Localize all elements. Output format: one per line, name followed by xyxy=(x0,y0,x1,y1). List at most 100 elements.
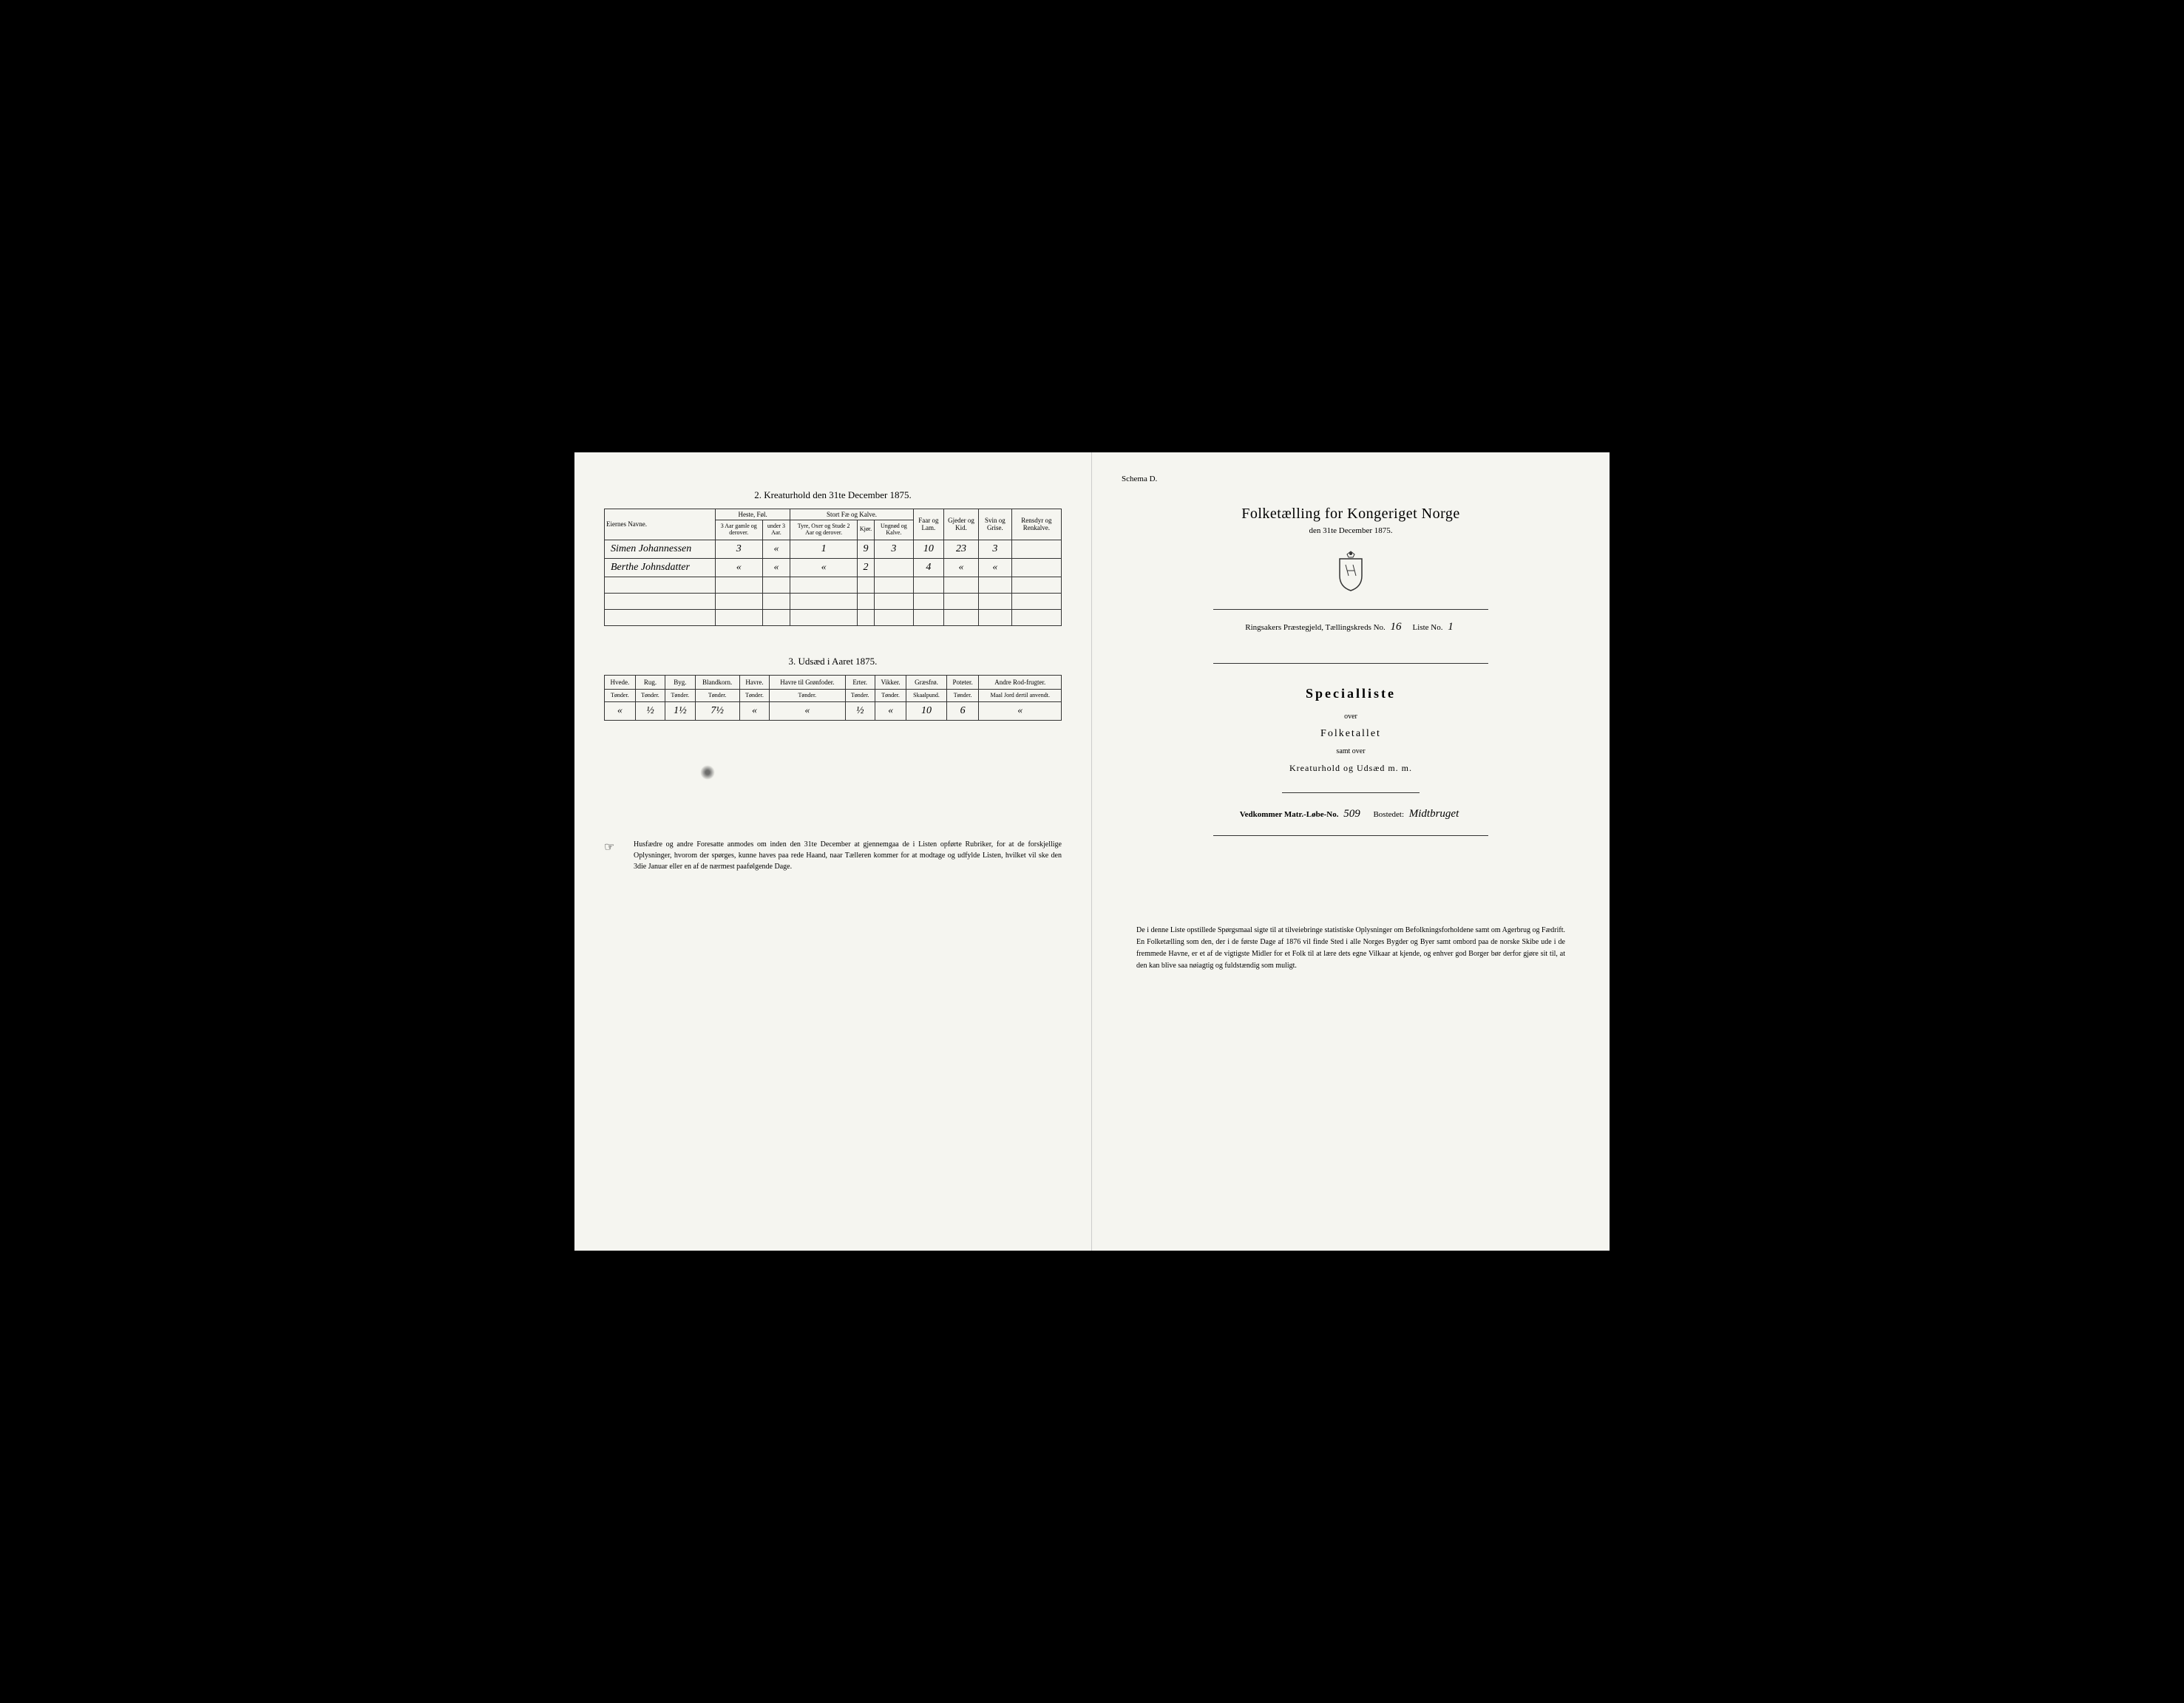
right-page: Schema D. Folketælling for Kongeriget No… xyxy=(1092,452,1610,1251)
sowing-unit: Maal Jord dertil anvendt. xyxy=(979,689,1062,702)
sowing-unit: Tønder. xyxy=(635,689,665,702)
sowing-value: « xyxy=(979,702,1062,721)
value-cell xyxy=(1011,558,1061,577)
sowing-value: ½ xyxy=(845,702,875,721)
left-footer-note: ☞ Husfædre og andre Foresatte anmodes om… xyxy=(604,839,1062,872)
value-cell: « xyxy=(762,540,790,558)
fingerprint-mark xyxy=(700,765,715,780)
storfe2-sub: Kjør. xyxy=(857,520,874,540)
sowing-header-row: Hvede. Rug. Byg. Blandkorn. Havre. Havre… xyxy=(605,675,1062,689)
sowing-unit: Skaalpund. xyxy=(906,689,947,702)
storfe3-sub: Ungnød og Kalve. xyxy=(875,520,914,540)
schema-label: Schema D. xyxy=(1122,475,1580,483)
samt-over: samt over xyxy=(1122,747,1580,755)
divider xyxy=(1213,609,1488,610)
left-page: 2. Kreaturhold den 31te December 1875. E… xyxy=(574,452,1092,1251)
subtitle: den 31te December 1875. xyxy=(1122,526,1580,535)
sowing-unit: Tønder. xyxy=(695,689,739,702)
empty-row xyxy=(605,609,1062,625)
over-text: over xyxy=(1122,713,1580,721)
table-row: Simen Johannessen 3 « 1 9 3 10 23 3 xyxy=(605,540,1062,558)
section2-title: 2. Kreaturhold den 31te December 1875. xyxy=(604,489,1062,501)
owner-cell: Simen Johannessen xyxy=(605,540,716,558)
sowing-table: Hvede. Rug. Byg. Blandkorn. Havre. Havre… xyxy=(604,675,1062,721)
special-title: Specialliste xyxy=(1122,686,1580,701)
sowing-unit: Tønder. xyxy=(605,689,636,702)
sowing-values-row: « ½ 1½ 7½ « « ½ « 10 6 « xyxy=(605,702,1062,721)
kreatur-line: Kreaturhold og Udsæd m. m. xyxy=(1122,763,1580,774)
sowing-header: Græsfrø. xyxy=(906,675,947,689)
district-no: 16 xyxy=(1388,621,1405,633)
sowing-value: 7½ xyxy=(695,702,739,721)
sowing-value: « xyxy=(875,702,906,721)
sowing-header: Hvede. xyxy=(605,675,636,689)
sowing-unit: Tønder. xyxy=(770,689,845,702)
value-cell: 3 xyxy=(979,540,1012,558)
right-footer-text: De i denne Liste opstillede Spørgsmaal s… xyxy=(1122,925,1580,972)
heste1-sub: 3 Aar gamle og derover. xyxy=(716,520,763,540)
sowing-header: Vikker. xyxy=(875,675,906,689)
sowing-units-row: Tønder. Tønder. Tønder. Tønder. Tønder. … xyxy=(605,689,1062,702)
value-cell: 9 xyxy=(857,540,874,558)
heste2-sub: under 3 Aar. xyxy=(762,520,790,540)
matr-line: Vedkommer Matr.-Løbe-No. 509 Bostedet: M… xyxy=(1122,808,1580,820)
sowing-value: 10 xyxy=(906,702,947,721)
sowing-header: Poteter. xyxy=(946,675,979,689)
gjeder-header: Gjeder og Kid. xyxy=(944,509,979,540)
divider xyxy=(1282,792,1420,793)
sowing-value: « xyxy=(739,702,769,721)
liste-prefix: Liste No. xyxy=(1413,623,1443,632)
table-row: Berthe Johnsdatter « « « 2 4 « « xyxy=(605,558,1062,577)
divider xyxy=(1213,835,1488,836)
value-cell: « xyxy=(716,558,763,577)
matr-no: 509 xyxy=(1340,808,1363,820)
sowing-header: Erter. xyxy=(845,675,875,689)
section3-title: 3. Udsæd i Aaret 1875. xyxy=(604,656,1062,667)
empty-row xyxy=(605,593,1062,609)
sowing-value: « xyxy=(770,702,845,721)
district-prefix: Ringsakers Præstegjeld, Tællingskreds No… xyxy=(1245,623,1386,632)
sowing-value: « xyxy=(605,702,636,721)
sowing-value: 6 xyxy=(946,702,979,721)
matr-label: Vedkommer Matr.-Løbe-No. xyxy=(1240,810,1339,819)
storfe1-sub: Tyre, Oxer og Stude 2 Aar og derover. xyxy=(790,520,858,540)
sowing-header: Byg. xyxy=(665,675,695,689)
value-cell: « xyxy=(944,558,979,577)
value-cell: « xyxy=(762,558,790,577)
empty-row xyxy=(605,577,1062,593)
divider xyxy=(1213,663,1488,664)
district-line: Ringsakers Præstegjeld, Tællingskreds No… xyxy=(1122,621,1580,633)
svin-header: Svin og Grise. xyxy=(979,509,1012,540)
value-cell: 23 xyxy=(944,540,979,558)
sowing-header: Havre. xyxy=(739,675,769,689)
sowing-unit: Tønder. xyxy=(739,689,769,702)
sowing-header: Andre Rod-frugter. xyxy=(979,675,1062,689)
heste-header: Heste, Føl. xyxy=(716,509,790,520)
table-group-header: Eiernes Navne. Heste, Føl. Stort Fæ og K… xyxy=(605,509,1062,520)
sowing-header: Blandkorn. xyxy=(695,675,739,689)
liste-no: 1 xyxy=(1445,621,1456,633)
folketallet: Folketallet xyxy=(1122,728,1580,740)
sowing-unit: Tønder. xyxy=(875,689,906,702)
faar-header: Faar og Lam. xyxy=(913,509,943,540)
value-cell: « xyxy=(979,558,1012,577)
sowing-unit: Tønder. xyxy=(665,689,695,702)
bosted-label: Bostedet: xyxy=(1373,810,1404,819)
value-cell: 3 xyxy=(716,540,763,558)
storfe-header: Stort Fæ og Kalve. xyxy=(790,509,913,520)
value-cell: 1 xyxy=(790,540,858,558)
pointing-hand-icon: ☞ xyxy=(604,839,614,857)
value-cell: « xyxy=(790,558,858,577)
sowing-header: Rug. xyxy=(635,675,665,689)
sowing-header: Havre til Grønfoder. xyxy=(770,675,845,689)
value-cell: 3 xyxy=(875,540,914,558)
value-cell: 2 xyxy=(857,558,874,577)
main-title: Folketælling for Kongeriget Norge xyxy=(1122,506,1580,523)
census-document: 2. Kreaturhold den 31te December 1875. E… xyxy=(574,452,1610,1251)
rensdyr-header: Rensdyr og Renkalve. xyxy=(1011,509,1061,540)
coat-of-arms-icon xyxy=(1122,550,1580,598)
value-cell: 4 xyxy=(913,558,943,577)
sowing-value: ½ xyxy=(635,702,665,721)
livestock-table: Eiernes Navne. Heste, Føl. Stort Fæ og K… xyxy=(604,509,1062,626)
footer-text: Husfædre og andre Foresatte anmodes om i… xyxy=(634,840,1062,871)
